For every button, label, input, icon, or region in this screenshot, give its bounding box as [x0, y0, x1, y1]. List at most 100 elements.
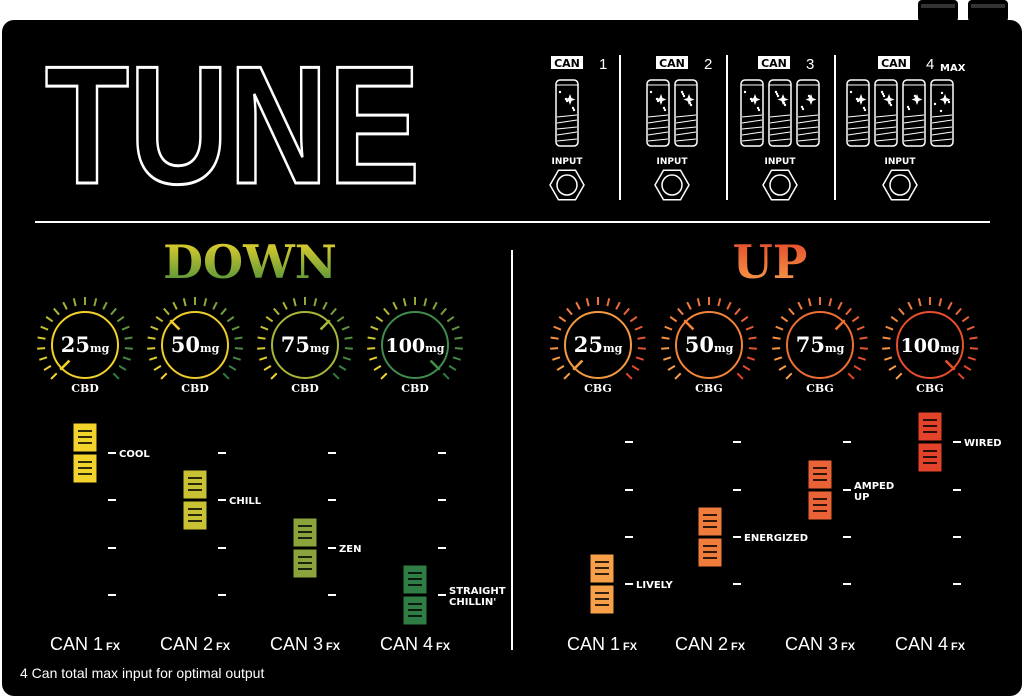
- fader-down-can-1[interactable]: COOL CAN 1 FX: [50, 422, 150, 654]
- knob-tick: [93, 298, 98, 307]
- fader-cap[interactable]: [402, 564, 428, 626]
- knob-tick: [772, 336, 781, 340]
- can-badge-label: CAN: [881, 57, 907, 70]
- fader-cap[interactable]: [72, 422, 98, 484]
- fader-channel-label: CAN 3 FX: [785, 634, 856, 654]
- dose-knob-up-100[interactable]: 100mg CBG: [882, 297, 978, 395]
- input-jack[interactable]: [654, 169, 690, 201]
- knob-tick: [273, 307, 280, 316]
- input-jack[interactable]: [762, 169, 798, 201]
- knob-label: CBD: [71, 382, 99, 395]
- fader-down-can-2[interactable]: CHILL CAN 2 FX: [160, 424, 262, 654]
- dose-knob-down-50[interactable]: 50mg CBD: [147, 297, 243, 395]
- fader-cap[interactable]: [807, 459, 833, 521]
- fader-up-can-2[interactable]: ENERGIZED CAN 2 FX: [675, 409, 808, 654]
- knob-tick: [370, 325, 379, 331]
- knob-tick: [955, 307, 962, 316]
- fader-up-can-4[interactable]: WIRED CAN 4 FX: [895, 409, 1002, 654]
- dose-knob-down-25[interactable]: 25mg CBD: [37, 297, 133, 395]
- input-label: INPUT: [765, 157, 797, 167]
- knob-tick: [342, 356, 351, 361]
- page-title: TUNE: [45, 31, 420, 219]
- dose-knob-up-50[interactable]: 50mg CBG: [661, 297, 757, 395]
- fader-up-can-3[interactable]: AMPED UP CAN 3 FX: [785, 409, 894, 654]
- can-icon: [555, 79, 579, 147]
- knob-pointer: [429, 359, 441, 371]
- knob-tick: [172, 301, 178, 310]
- knob-tick: [785, 372, 793, 380]
- fader-down-can-3[interactable]: ZEN CAN 3 FX: [270, 424, 361, 654]
- knob-tick: [257, 347, 266, 350]
- knob-tick: [797, 301, 803, 310]
- dose-knob-down-100[interactable]: 100mg CBD: [367, 297, 463, 395]
- knob-tick: [550, 347, 559, 350]
- knob-tick: [122, 356, 131, 361]
- knob-tick: [234, 347, 243, 350]
- fader-up-can-1[interactable]: LIVELY CAN 1 FX: [567, 409, 674, 654]
- can-inputs: CAN 1 INPUT CAN 2 INPUT CAN 3 INPUT CAN 4 MAX INPUT: [549, 55, 966, 201]
- fader-level-label: COOL: [119, 449, 150, 460]
- fader-channel-label: CAN 2 FX: [675, 634, 746, 654]
- knob-tick: [664, 325, 673, 331]
- knob-tick: [220, 307, 227, 316]
- input-jack[interactable]: [549, 169, 585, 201]
- fader-cap[interactable]: [589, 553, 615, 615]
- fader-channel-label: CAN 1 FX: [50, 634, 121, 654]
- knob-tick: [121, 325, 130, 331]
- knob-value: 100mg: [900, 335, 959, 357]
- fader-level-label: STRAIGHT CHILLIN': [449, 586, 506, 608]
- dose-knob-up-25[interactable]: 25mg CBG: [550, 297, 646, 395]
- knob-tick: [336, 315, 345, 323]
- knob-label: CBG: [916, 382, 944, 395]
- can-icon: [874, 79, 898, 147]
- knob-tick: [969, 336, 978, 340]
- fader-down-can-4[interactable]: STRAIGHT CHILLIN' CAN 4 FX: [380, 424, 506, 654]
- knob-tick: [454, 347, 463, 350]
- knob-tick: [110, 307, 117, 316]
- knob-label: CBG: [584, 382, 612, 395]
- section-title-up: UP: [733, 235, 808, 289]
- knob-pointer: [169, 319, 181, 331]
- knob-tick: [745, 325, 754, 331]
- knob-tick: [585, 298, 590, 307]
- knob-tick: [556, 365, 565, 371]
- input-jack[interactable]: [882, 169, 918, 201]
- knob-tick: [118, 365, 127, 371]
- dosage-knobs: 25mgCBD50mgCBD75mgCBD100mgCBD25mgCBG50mg…: [37, 297, 978, 395]
- knob-value: 50mg: [171, 332, 220, 357]
- fader-cap[interactable]: [292, 517, 318, 579]
- knob-tick: [807, 298, 812, 307]
- can-count: 4: [926, 56, 934, 73]
- dose-knob-down-75[interactable]: 75mg CBD: [257, 297, 353, 395]
- dose-knob-up-75[interactable]: 75mg CBG: [772, 297, 868, 395]
- knob-tick: [160, 372, 168, 380]
- fader-cap[interactable]: [697, 506, 723, 568]
- knob-tick: [696, 298, 701, 307]
- fader-cap[interactable]: [182, 469, 208, 531]
- knob-tick: [775, 325, 784, 331]
- knob-tick: [957, 372, 965, 380]
- can-icon: [646, 79, 670, 147]
- knob-tick: [635, 356, 644, 361]
- knob-tick: [124, 347, 133, 350]
- knob-label: CBG: [806, 382, 834, 395]
- knob-tick: [263, 365, 272, 371]
- knob-tick: [451, 325, 460, 331]
- knob-tick: [677, 307, 684, 316]
- knob-tick: [661, 336, 670, 340]
- fader-cap[interactable]: [917, 411, 943, 473]
- knob-tick: [330, 307, 337, 316]
- knob-label: CBD: [401, 382, 429, 395]
- fader-level-label: LIVELY: [636, 580, 673, 591]
- knob-tick: [667, 365, 676, 371]
- knob-tick: [454, 336, 463, 340]
- footer-note: 4 Can total max input for optimal output: [20, 665, 264, 681]
- can-icon: [796, 79, 820, 147]
- top-jack-left: [918, 0, 958, 22]
- knob-tick: [313, 298, 318, 307]
- knob-tick: [153, 365, 162, 371]
- knob-tick: [150, 325, 159, 331]
- knob-tick: [147, 336, 156, 340]
- knob-tick: [726, 301, 732, 310]
- knob-tick: [163, 307, 170, 316]
